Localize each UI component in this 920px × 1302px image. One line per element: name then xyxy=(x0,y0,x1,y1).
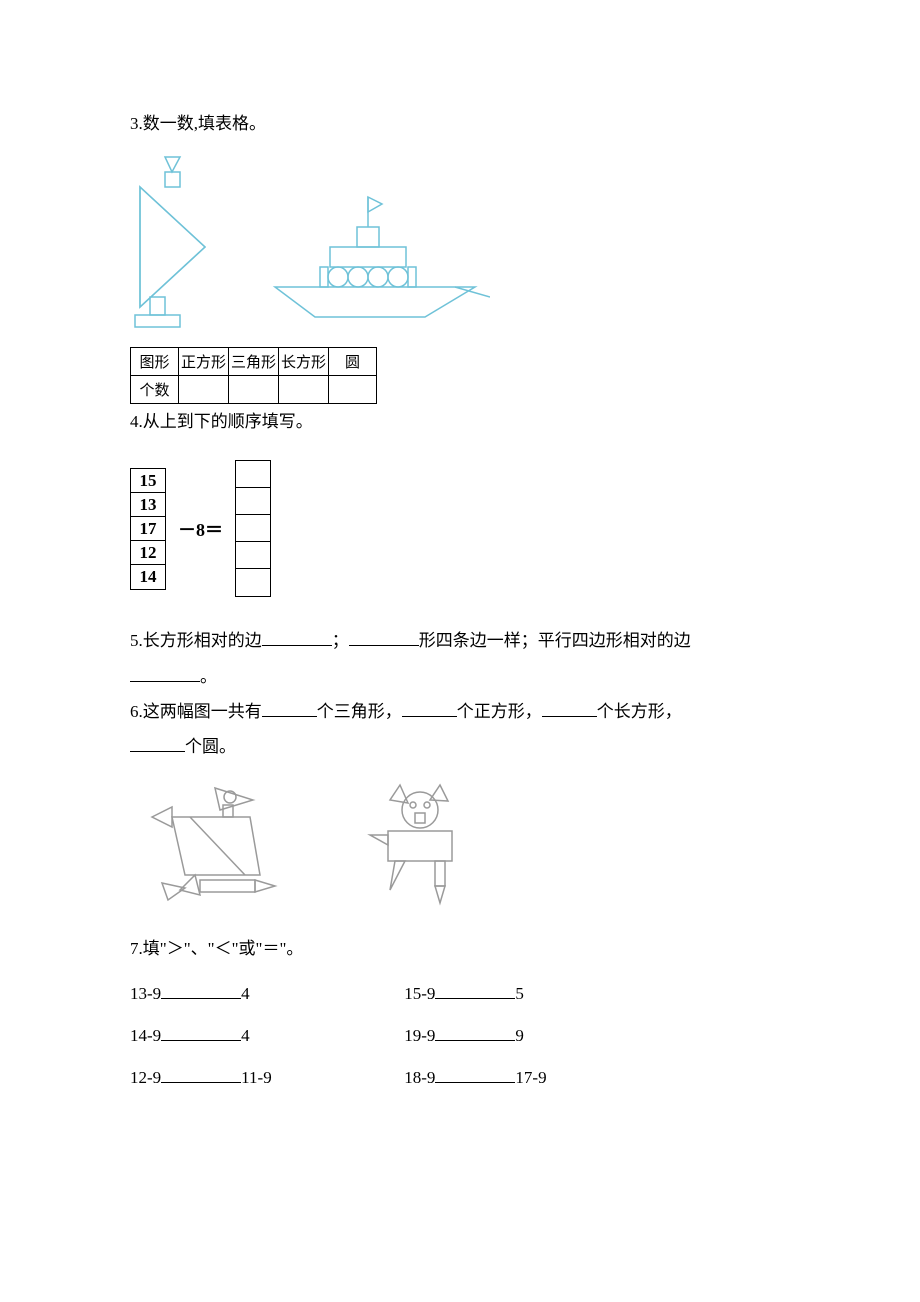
q4-left-col: 15 13 17 12 14 xyxy=(130,468,166,590)
q6-blank-1[interactable] xyxy=(262,700,317,717)
q4-right-4[interactable] xyxy=(236,569,270,596)
q3-th-1: 三角形 xyxy=(229,348,279,376)
q5-b: ； xyxy=(332,631,349,650)
q5-blank-3[interactable] xyxy=(130,665,200,682)
q4-right-3[interactable] xyxy=(236,542,270,569)
q7-2-rb-blank[interactable] xyxy=(435,1066,515,1083)
q6-e: 个圆。 xyxy=(185,737,236,756)
q6-blank-2[interactable] xyxy=(402,700,457,717)
q3-cell-0[interactable] xyxy=(179,376,229,404)
q3-figures xyxy=(130,152,790,332)
q7-0-lb: 4 xyxy=(241,984,250,1003)
q7-1-rb: 9 xyxy=(515,1026,524,1045)
q5-a: 5.长方形相对的边 xyxy=(130,631,262,650)
q3-table: 图形 正方形 三角形 长方形 圆 个数 xyxy=(130,347,377,404)
q6-line: 6.这两幅图一共有 个三角形， 个正方形， 个长方形， xyxy=(130,698,790,725)
q3-th-0: 正方形 xyxy=(179,348,229,376)
q7-2-lb-blank[interactable] xyxy=(161,1066,241,1083)
q4-right-2[interactable] xyxy=(236,515,270,542)
q4-left-1: 13 xyxy=(131,493,165,517)
q7-2-lb: 11-9 xyxy=(241,1068,272,1087)
q6-b: 个三角形， xyxy=(317,702,402,721)
q4-minus: －8＝ xyxy=(178,516,223,542)
q6-d: 个长方形， xyxy=(597,702,682,721)
q4-left-3: 12 xyxy=(131,541,165,565)
worksheet-page: 3.数一数,填表格。 xyxy=(0,0,920,1208)
q4-left-4: 14 xyxy=(131,565,165,589)
q3-row-label: 个数 xyxy=(131,376,179,404)
q6-figures xyxy=(130,775,790,915)
q7-row-0: 13-9 4 15-9 5 xyxy=(130,982,790,1004)
q3-th-3: 圆 xyxy=(329,348,377,376)
q5-blank-2[interactable] xyxy=(349,629,419,646)
q7-0-rb: 5 xyxy=(515,984,524,1003)
q7-0-rb-blank[interactable] xyxy=(435,982,515,999)
q6-figure-a xyxy=(130,775,300,915)
q3-cell-1[interactable] xyxy=(229,376,279,404)
q4-figure: 15 13 17 12 14 －8＝ xyxy=(130,460,790,597)
q7-0-lb-blank[interactable] xyxy=(161,982,241,999)
q4-right-1[interactable] xyxy=(236,488,270,515)
q4-right-0[interactable] xyxy=(236,461,270,488)
q7-1-lb-blank[interactable] xyxy=(161,1024,241,1041)
q5-line: 5.长方形相对的边 ； 形四条边一样；平行四边形相对的边 xyxy=(130,627,790,654)
q3-figure-a xyxy=(130,152,220,332)
q7-row-2: 12-9 11-9 18-9 17-9 xyxy=(130,1066,790,1088)
q4-right-col xyxy=(235,460,271,597)
q3-th-2: 长方形 xyxy=(279,348,329,376)
q7-1-rb-blank[interactable] xyxy=(435,1024,515,1041)
q6-figure-b xyxy=(340,775,490,915)
q6-c: 个正方形， xyxy=(457,702,542,721)
q7-1-la: 14-9 xyxy=(130,1026,161,1045)
q7-0-la: 13-9 xyxy=(130,984,161,1003)
q7-2-ra: 18-9 xyxy=(404,1068,435,1087)
q4-left-0: 15 xyxy=(131,469,165,493)
q5-blank-1[interactable] xyxy=(262,629,332,646)
q6-line2: 个圆。 xyxy=(130,733,790,760)
q7-row-1: 14-9 4 19-9 9 xyxy=(130,1024,790,1046)
q6-blank-3[interactable] xyxy=(542,700,597,717)
q6-blank-4[interactable] xyxy=(130,735,185,752)
q7-0-ra: 15-9 xyxy=(404,984,435,1003)
q7-1-ra: 19-9 xyxy=(404,1026,435,1045)
q3-figure-b xyxy=(260,192,490,332)
q4-title: 4.从上到下的顺序填写。 xyxy=(130,408,790,435)
q7-2-la: 12-9 xyxy=(130,1068,161,1087)
q4-left-2: 17 xyxy=(131,517,165,541)
q3-title: 3.数一数,填表格。 xyxy=(130,110,790,137)
q3-cell-3[interactable] xyxy=(329,376,377,404)
q6-a: 6.这两幅图一共有 xyxy=(130,702,262,721)
q5-c: 形四条边一样；平行四边形相对的边 xyxy=(419,631,691,650)
q7-1-lb: 4 xyxy=(241,1026,250,1045)
q3-cell-2[interactable] xyxy=(279,376,329,404)
q3-th-shape: 图形 xyxy=(131,348,179,376)
q5-d: 。 xyxy=(200,667,217,686)
q7-title: 7.填"＞"、"＜"或"＝"。 xyxy=(130,935,790,962)
q7-2-rb: 17-9 xyxy=(515,1068,546,1087)
q5-line2: 。 xyxy=(130,663,790,690)
